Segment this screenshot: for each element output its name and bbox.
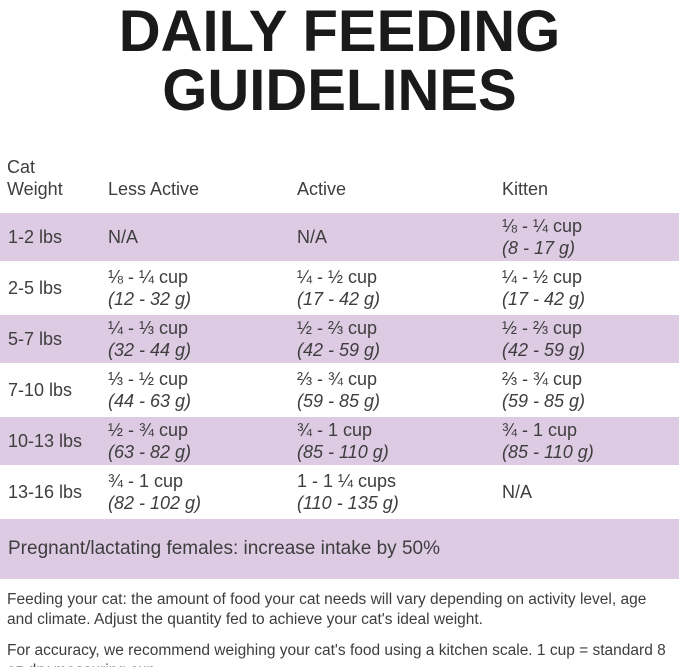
kitten-cell: ½ - ⅔ cup (42 - 59 g) xyxy=(502,315,679,363)
active-cell: ½ - ⅔ cup (42 - 59 g) xyxy=(297,315,502,363)
active-grams: (17 - 42 g) xyxy=(297,289,381,309)
weight-label: 2-5 lbs xyxy=(8,278,63,298)
page-title-line2: GUIDELINES xyxy=(162,58,517,123)
header-active: Active xyxy=(297,179,347,199)
less-active-cups: ⅛ - ¼ cup xyxy=(108,267,189,287)
weight-label: 7-10 lbs xyxy=(8,380,73,400)
page-title-line1: DAILY FEEDING xyxy=(118,0,561,64)
weight-label: 5-7 lbs xyxy=(8,329,63,349)
active-cell: N/A xyxy=(297,213,502,261)
weight-cell: 7-10 lbs xyxy=(0,366,108,414)
kitten-cell: ¾ - 1 cup (85 - 110 g) xyxy=(502,417,679,465)
less-active-grams: (12 - 32 g) xyxy=(108,289,192,309)
less-active-grams: (82 - 102 g) xyxy=(108,493,202,513)
kitten-cell: ⅛ - ¼ cup (8 - 17 g) xyxy=(502,213,679,261)
kitten-cups: ¼ - ½ cup xyxy=(502,267,583,287)
kitten-grams: (85 - 110 g) xyxy=(502,442,594,462)
less-active-cups: ¼ - ⅓ cup xyxy=(108,318,189,338)
weight-label: 10-13 lbs xyxy=(8,431,83,451)
active-cups: 1 - 1 ¼ cups xyxy=(297,471,397,491)
less-active-cell: ¼ - ⅓ cup (32 - 44 g) xyxy=(108,315,297,363)
table-row: 7-10 lbs ⅓ - ½ cup (44 - 63 g) ⅔ - ¾ cup… xyxy=(0,366,679,414)
header-cat-weight-line2: Weight xyxy=(7,179,63,199)
kitten-cups: ¾ - 1 cup xyxy=(502,420,578,440)
active-cell: ⅔ - ¾ cup (59 - 85 g) xyxy=(297,366,502,414)
table-row: 1-2 lbs N/A N/A ⅛ - ¼ cup (8 - 17 g) xyxy=(0,213,679,261)
active-grams: (85 - 110 g) xyxy=(297,442,389,462)
active-cups: ½ - ⅔ cup xyxy=(297,318,378,338)
table-body: 1-2 lbs N/A N/A ⅛ - ¼ cup (8 - 17 g) 2-5… xyxy=(0,213,679,516)
kitten-cups: N/A xyxy=(502,482,533,502)
kitten-cell: ⅔ - ¾ cup (59 - 85 g) xyxy=(502,366,679,414)
weight-cell: 1-2 lbs xyxy=(0,213,108,261)
less-active-cell: ¾ - 1 cup (82 - 102 g) xyxy=(108,468,297,516)
less-active-cups: N/A xyxy=(108,227,139,247)
weight-cell: 2-5 lbs xyxy=(0,264,108,312)
table-row: 2-5 lbs ⅛ - ¼ cup (12 - 32 g) ¼ - ½ cup … xyxy=(0,264,679,312)
page-title: DAILY FEEDING GUIDELINES xyxy=(0,2,679,120)
table-row: 10-13 lbs ½ - ¾ cup (63 - 82 g) ¾ - 1 cu… xyxy=(0,417,679,465)
active-cups: ¼ - ½ cup xyxy=(297,267,378,287)
kitten-cups: ⅔ - ¾ cup xyxy=(502,369,583,389)
header-cat-weight-line1: Cat xyxy=(7,157,36,177)
kitten-grams: (59 - 85 g) xyxy=(502,391,586,411)
active-cups: N/A xyxy=(297,227,328,247)
weight-cell: 5-7 lbs xyxy=(0,315,108,363)
kitten-grams: (17 - 42 g) xyxy=(502,289,586,309)
weight-label: 1-2 lbs xyxy=(8,227,63,247)
less-active-cups: ¾ - 1 cup xyxy=(108,471,184,491)
header-cat-weight: Cat Weight xyxy=(0,156,108,200)
active-cups: ¾ - 1 cup xyxy=(297,420,373,440)
weight-label: 13-16 lbs xyxy=(8,482,83,502)
weight-cell: 10-13 lbs xyxy=(0,417,108,465)
active-grams: (110 - 135 g) xyxy=(297,493,399,513)
feeding-table: Cat Weight Less Active Active Kitten 1-2… xyxy=(0,144,679,579)
less-active-cell: ⅛ - ¼ cup (12 - 32 g) xyxy=(108,264,297,312)
kitten-cell: ¼ - ½ cup (17 - 42 g) xyxy=(502,264,679,312)
kitten-cups: ½ - ⅔ cup xyxy=(502,318,583,338)
less-active-cell: ⅓ - ½ cup (44 - 63 g) xyxy=(108,366,297,414)
pregnant-note-banner: Pregnant/lactating females: increase int… xyxy=(0,519,679,579)
active-cell: ¼ - ½ cup (17 - 42 g) xyxy=(297,264,502,312)
accuracy-note: For accuracy, we recommend weighing your… xyxy=(7,642,666,667)
less-active-cups: ⅓ - ½ cup xyxy=(108,369,189,389)
less-active-cups: ½ - ¾ cup xyxy=(108,420,189,440)
weight-cell: 13-16 lbs xyxy=(0,468,108,516)
kitten-cups: ⅛ - ¼ cup xyxy=(502,216,583,236)
table-row: 5-7 lbs ¼ - ⅓ cup (32 - 44 g) ½ - ⅔ cup … xyxy=(0,315,679,363)
less-active-grams: (32 - 44 g) xyxy=(108,340,192,360)
header-less-active: Less Active xyxy=(108,179,200,199)
active-cups: ⅔ - ¾ cup xyxy=(297,369,378,389)
header-kitten: Kitten xyxy=(502,179,549,199)
active-cell: ¾ - 1 cup (85 - 110 g) xyxy=(297,417,502,465)
feeding-advice-note: Feeding your cat: the amount of food you… xyxy=(7,591,647,628)
less-active-grams: (44 - 63 g) xyxy=(108,391,192,411)
less-active-cell: N/A xyxy=(108,213,297,261)
table-row: 13-16 lbs ¾ - 1 cup (82 - 102 g) 1 - 1 ¼… xyxy=(0,468,679,516)
kitten-cell: N/A xyxy=(502,468,679,516)
active-cell: 1 - 1 ¼ cups (110 - 135 g) xyxy=(297,468,502,516)
less-active-cell: ½ - ¾ cup (63 - 82 g) xyxy=(108,417,297,465)
active-grams: (42 - 59 g) xyxy=(297,340,381,360)
table-header-row: Cat Weight Less Active Active Kitten xyxy=(0,144,679,206)
kitten-grams: (42 - 59 g) xyxy=(502,340,586,360)
kitten-grams: (8 - 17 g) xyxy=(502,238,576,258)
active-grams: (59 - 85 g) xyxy=(297,391,381,411)
less-active-grams: (63 - 82 g) xyxy=(108,442,192,462)
